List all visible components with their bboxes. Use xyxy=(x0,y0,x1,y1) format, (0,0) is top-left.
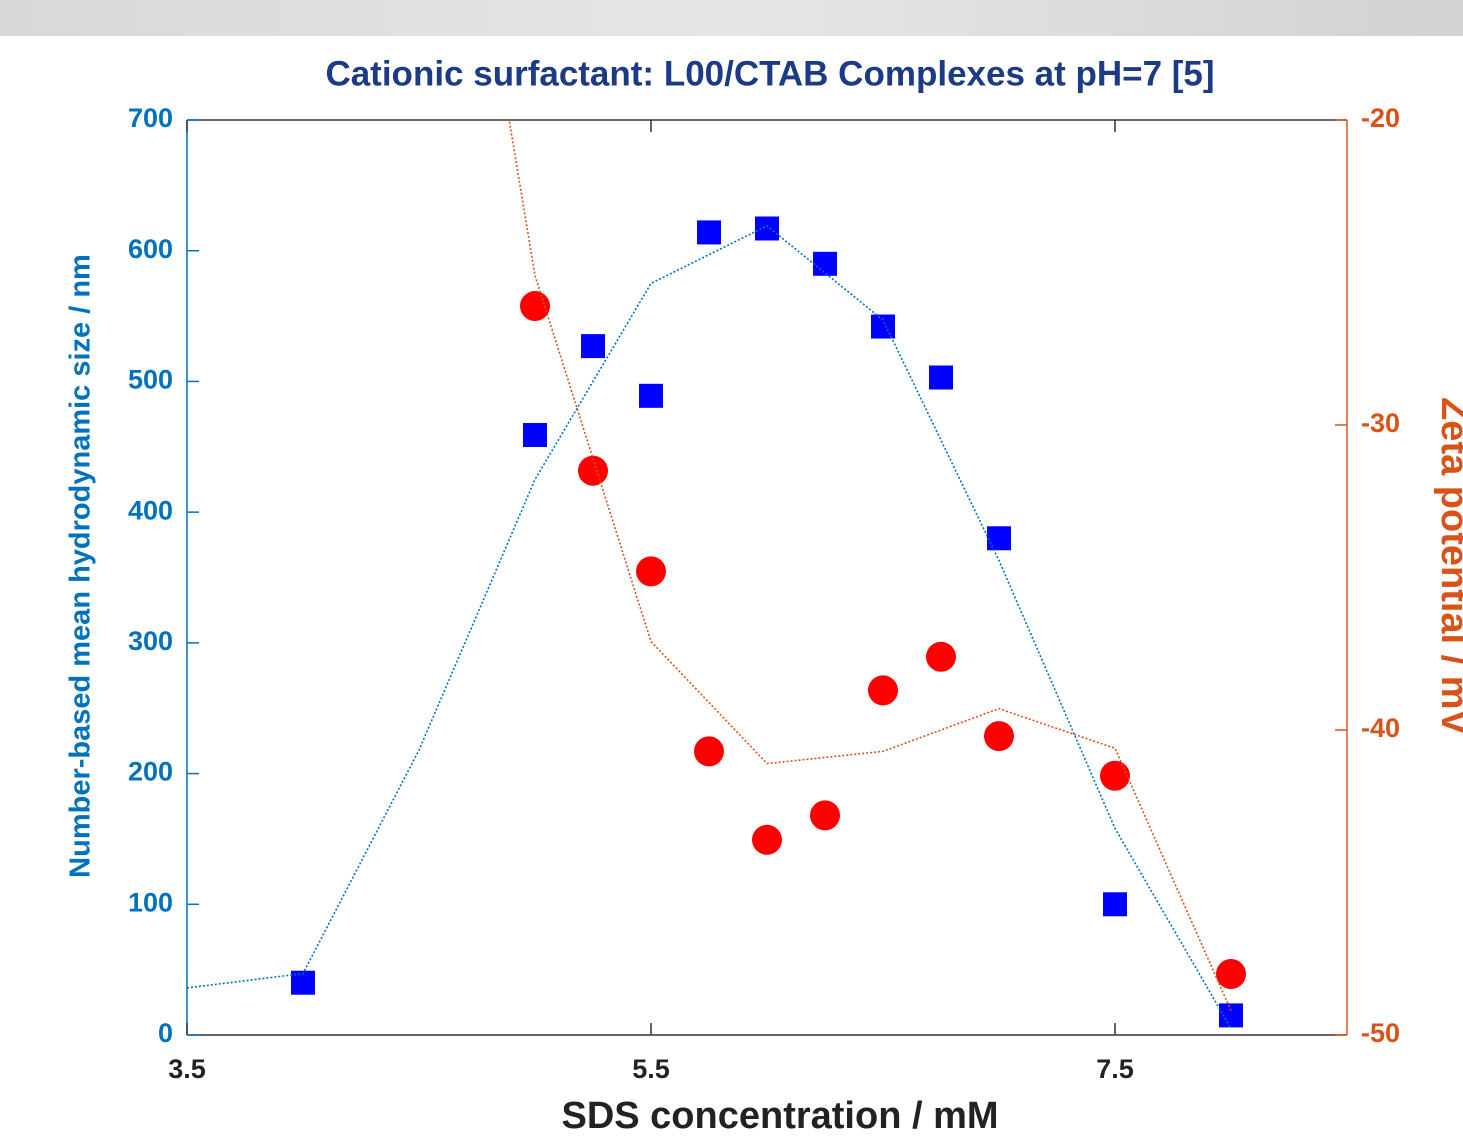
x-tick-label: 7.5 xyxy=(1096,1054,1134,1084)
chart: Cationic surfactant: L00/CTAB Complexes … xyxy=(0,0,1463,1142)
square-marker xyxy=(1103,892,1127,916)
circle-marker xyxy=(752,825,782,855)
x-tick-label: 5.5 xyxy=(632,1054,670,1084)
fit-line xyxy=(187,226,1231,1029)
y-tick-label: 300 xyxy=(128,626,173,656)
circle-marker xyxy=(636,556,666,586)
y-tick-label: 700 xyxy=(128,103,173,133)
x-axis-title: SDS concentration / mM xyxy=(561,1095,998,1137)
y-tick-label: 100 xyxy=(128,887,173,917)
y-tick-label: 400 xyxy=(128,495,173,525)
circle-marker xyxy=(1100,761,1130,791)
y-axis-title: Number-based mean hydrodynamic size / nm xyxy=(65,254,97,878)
circle-marker xyxy=(868,675,898,705)
y-tick-label: 500 xyxy=(128,365,173,395)
circle-marker xyxy=(1216,959,1246,989)
y2-tick-label: -30 xyxy=(1361,408,1400,438)
y-tick-label: 0 xyxy=(158,1018,173,1048)
fit-line xyxy=(419,0,1231,1011)
y2-tick-label: -50 xyxy=(1361,1018,1400,1048)
y-tick-label: 200 xyxy=(128,757,173,787)
y2-axis-title: Zeta potential / mV xyxy=(1433,397,1463,735)
x-tick-label: 3.5 xyxy=(168,1054,206,1084)
circle-marker xyxy=(926,642,956,672)
square-marker xyxy=(813,252,837,276)
square-marker xyxy=(697,220,721,244)
circle-marker xyxy=(810,800,840,830)
circle-marker xyxy=(984,721,1014,751)
y2-tick-label: -40 xyxy=(1361,713,1400,743)
chart-title: Cationic surfactant: L00/CTAB Complexes … xyxy=(325,54,1214,93)
square-marker xyxy=(987,526,1011,550)
square-marker xyxy=(755,216,779,240)
page: Cationic surfactant: L00/CTAB Complexes … xyxy=(0,0,1463,1142)
square-marker xyxy=(929,366,953,390)
y2-tick-label: -20 xyxy=(1361,103,1400,133)
circle-marker xyxy=(694,736,724,766)
y-tick-label: 600 xyxy=(128,234,173,264)
plot-area xyxy=(187,0,1246,1028)
header-strip xyxy=(0,0,1463,36)
square-marker xyxy=(639,384,663,408)
square-marker xyxy=(581,334,605,358)
square-marker xyxy=(871,315,895,339)
square-marker xyxy=(523,423,547,447)
